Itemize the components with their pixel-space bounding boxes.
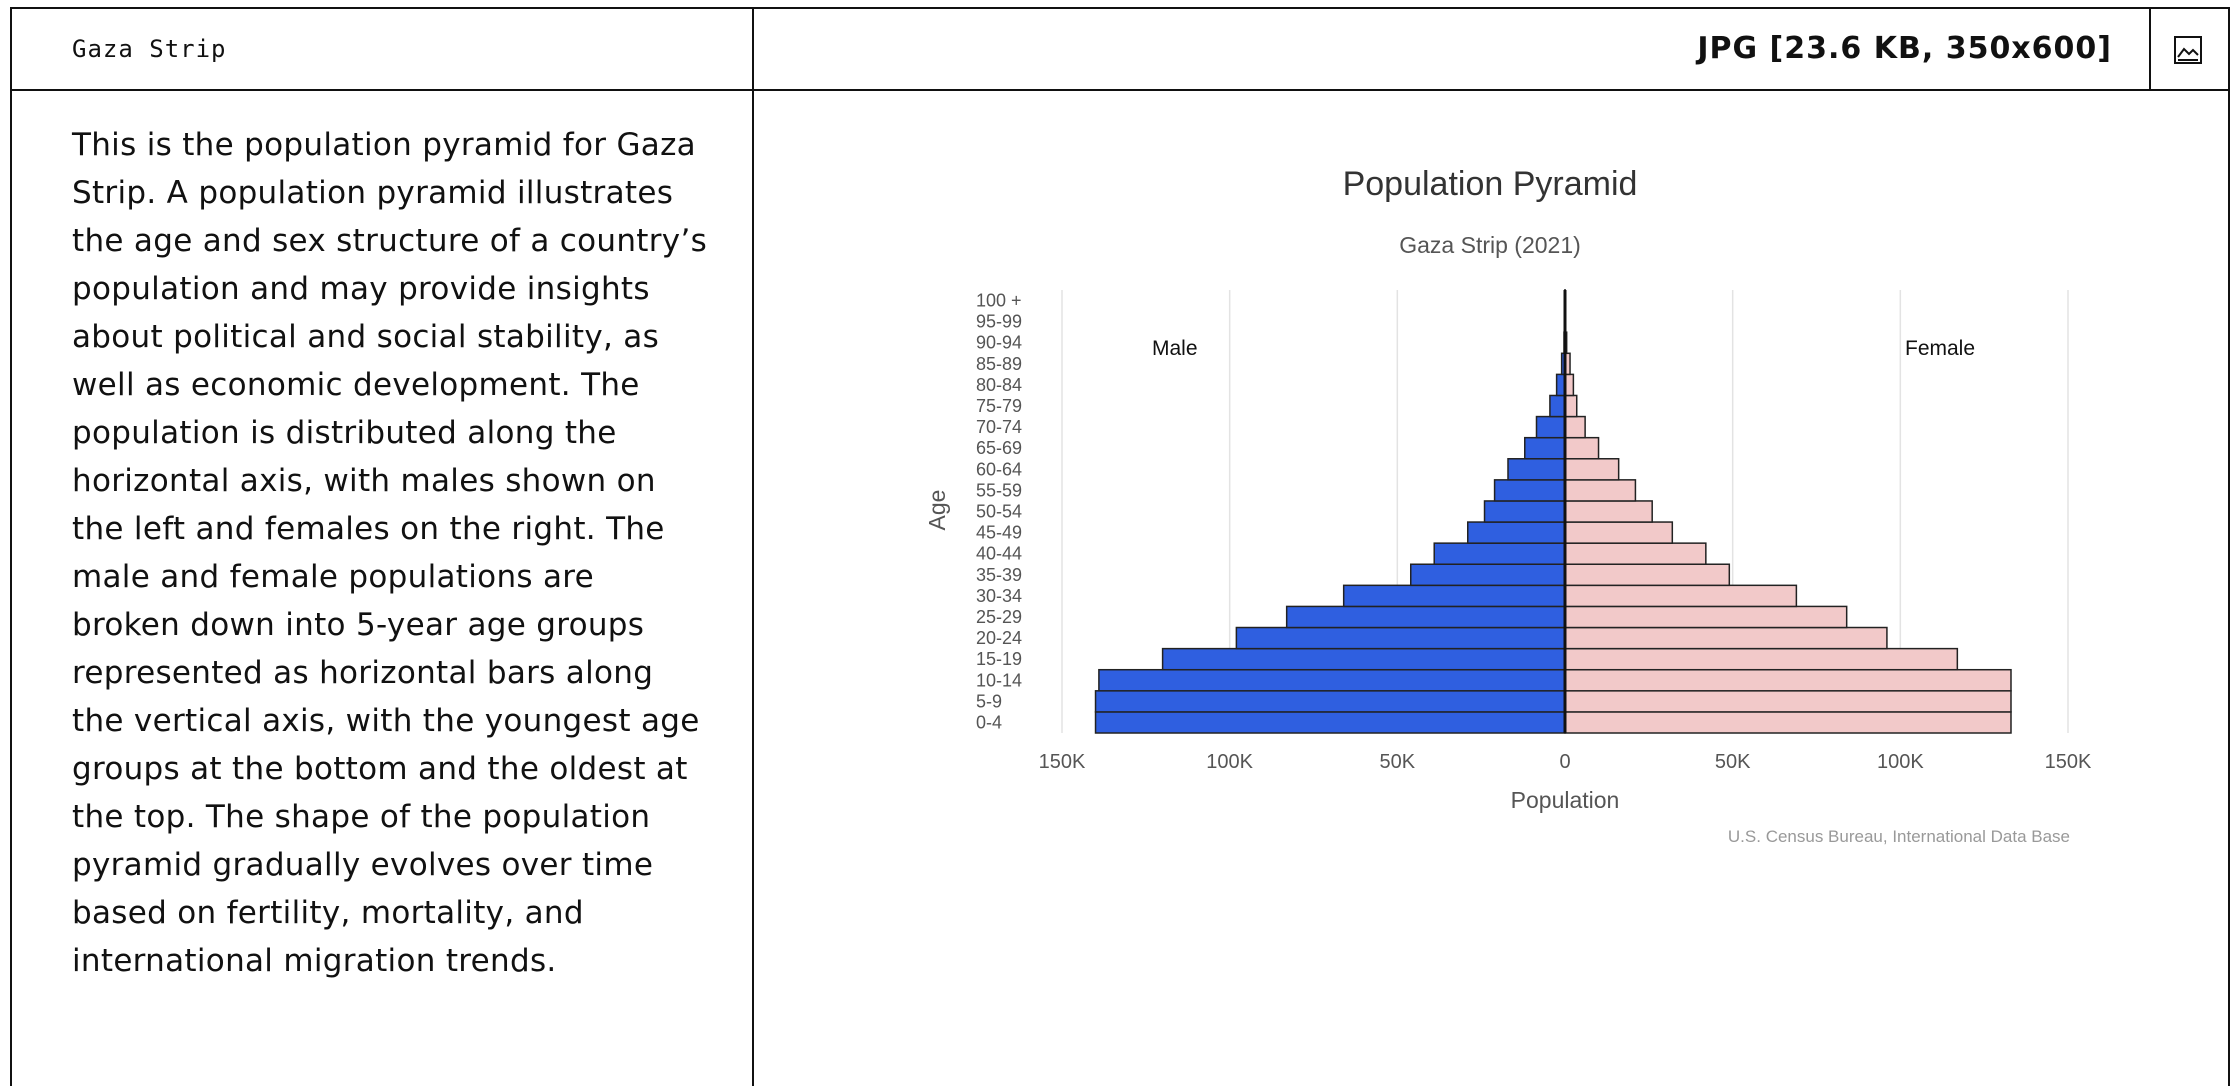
y-tick-label: 45-49 (976, 523, 1022, 543)
y-tick-label: 90-94 (976, 333, 1022, 353)
female-bar-75-79 (1564, 394, 1578, 418)
male-bar-55-59 (1493, 479, 1566, 502)
male-bar-45-49 (1467, 521, 1566, 544)
male-bar-40-44 (1433, 542, 1566, 565)
male-bar-65-69 (1524, 436, 1566, 460)
female-bar-10-14 (1564, 668, 2012, 692)
y-tick-label: 60-64 (976, 459, 1022, 479)
description-text: This is the population pyramid for Gaza … (72, 127, 708, 979)
image-icon[interactable] (2173, 35, 2203, 65)
male-bar-50-54 (1483, 500, 1566, 523)
y-axis-label: Age (924, 490, 950, 531)
y-tick-label: 40-44 (976, 544, 1022, 564)
y-tick-label: 0-4 (976, 712, 1002, 732)
y-tick-label: 95-99 (976, 312, 1022, 332)
male-bar-10-14 (1098, 668, 1566, 692)
y-tick-label: 80-84 (976, 375, 1022, 395)
file-info-link[interactable]: JPG [23.6 KB, 350x600] (1697, 31, 2112, 66)
y-tick-label: 70-74 (976, 417, 1022, 437)
male-bar-60-64 (1507, 458, 1566, 481)
population-pyramid-chart: Population Pyramid Gaza Strip (2021) Age… (924, 165, 2092, 846)
header-divider (12, 89, 2228, 91)
female-bar-25-29 (1564, 605, 1848, 629)
y-tick-label: 20-24 (976, 628, 1022, 648)
male-bar-35-39 (1409, 563, 1566, 587)
y-tick-label: 55-59 (976, 480, 1022, 500)
legend-female: Female (1905, 337, 1975, 360)
female-bar-0-4 (1564, 711, 2012, 734)
y-tick-label: 35-39 (976, 565, 1022, 585)
female-bar-45-49 (1564, 521, 1674, 544)
y-tick-label: 85-89 (976, 354, 1022, 374)
chart-subtitle: Gaza Strip (2021) (1399, 232, 1581, 258)
y-tick-label: 50-54 (976, 502, 1022, 522)
x-axis-label: Population (1511, 787, 1620, 813)
y-tick-label: 30-34 (976, 586, 1022, 606)
y-tick-label: 65-69 (976, 438, 1022, 458)
x-tick-label: 150K (1039, 751, 1086, 773)
x-tick-label: 50K (1715, 751, 1751, 773)
male-bar-15-19 (1161, 647, 1566, 671)
y-tick-label: 25-29 (976, 607, 1022, 627)
page-frame: Gaza Strip JPG [23.6 KB, 350x600] This i… (10, 7, 2230, 1086)
female-bar-65-69 (1564, 436, 1600, 460)
icon-divider (2149, 9, 2151, 89)
female-bar-15-19 (1564, 647, 1959, 671)
chart-title: Population Pyramid (1343, 165, 1638, 203)
y-tick-label: 100 + (976, 291, 1022, 311)
x-tick-label: 50K (1380, 751, 1416, 773)
female-bar-60-64 (1564, 458, 1620, 481)
y-tick-label: 75-79 (976, 396, 1022, 416)
female-bar-5-9 (1564, 690, 2012, 713)
male-bar-0-4 (1094, 711, 1566, 734)
male-bar-5-9 (1094, 690, 1566, 713)
female-bar-50-54 (1564, 500, 1653, 523)
x-tick-label: 150K (2045, 751, 2092, 773)
female-bar-35-39 (1564, 563, 1731, 587)
female-bar-70-74 (1564, 415, 1586, 439)
male-bar-20-24 (1235, 626, 1566, 650)
y-tick-label: 5-9 (976, 691, 1002, 711)
x-tick-label: 0 (1559, 751, 1570, 773)
column-divider (752, 9, 754, 1086)
female-bar-20-24 (1564, 626, 1888, 650)
legend-male: Male (1152, 337, 1198, 360)
x-tick-label: 100K (1877, 751, 1924, 773)
y-tick-label: 15-19 (976, 649, 1022, 669)
male-bar-25-29 (1285, 605, 1566, 629)
male-bar-70-74 (1535, 415, 1566, 439)
source-note: U.S. Census Bureau, International Data B… (1728, 827, 2070, 846)
female-bar-55-59 (1564, 479, 1637, 502)
male-bar-75-79 (1549, 394, 1566, 418)
female-bar-30-34 (1564, 584, 1798, 608)
y-tick-label: 10-14 (976, 670, 1022, 690)
x-tick-label: 100K (1206, 751, 1253, 773)
female-bar-40-44 (1564, 542, 1707, 565)
male-bar-30-34 (1342, 584, 1566, 608)
place-name: Gaza Strip (72, 35, 227, 63)
